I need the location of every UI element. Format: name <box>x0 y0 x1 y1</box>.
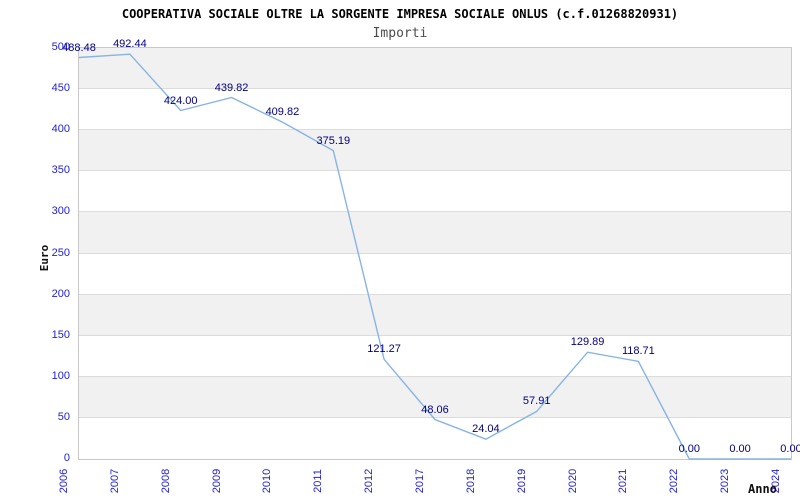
plot-area: 488.48 492.44 424.00 439.82 409.82 375.19 121.… <box>62 38 800 460</box>
gridline <box>79 375 791 377</box>
chart-title: COOPERATIVA SOCIALE OLTRE LA SORGENTE IM… <box>121 7 679 21</box>
gridline <box>79 88 791 90</box>
plot-band <box>79 376 791 418</box>
y-tick-label: 500 <box>51 41 70 53</box>
point-value-label: 375.19 <box>316 134 351 147</box>
point-value-label: 0.00 <box>729 443 751 455</box>
y-tick-label: 100 <box>51 369 70 382</box>
x-tick-label: 2008 <box>159 468 172 494</box>
plot-band <box>79 171 791 213</box>
plot-band <box>79 335 791 377</box>
plot-band <box>79 253 791 295</box>
x-tick-label: 2020 <box>566 468 579 494</box>
y-tick-label: 350 <box>51 164 70 177</box>
y-tick-label: 50 <box>57 410 70 423</box>
plot-band <box>79 417 791 459</box>
x-tick-label: 2022 <box>668 468 681 494</box>
plot-bands <box>79 48 791 459</box>
gridline <box>79 293 791 295</box>
y-tick-label: 400 <box>51 123 70 136</box>
plot-band <box>79 48 791 90</box>
point-value-label: 129.89 <box>570 336 605 349</box>
x-tick-label: 2009 <box>210 468 223 494</box>
plot-band <box>79 294 791 336</box>
y-tick-label: 250 <box>51 246 70 259</box>
point-value-label: 57.91 <box>522 395 551 408</box>
plot-band <box>79 130 791 172</box>
point-value-label: 118.71 <box>621 345 655 358</box>
point-value-label: 439.82 <box>214 81 249 94</box>
point-value-label: 121.27 <box>367 343 401 356</box>
gridline <box>79 211 791 213</box>
line-series-svg <box>78 53 791 460</box>
point-value-label: 0.00 <box>678 443 700 455</box>
point-value-label: 424.00 <box>163 94 198 107</box>
x-tick-label: 2010 <box>261 468 274 494</box>
x-tick-label: 2006 <box>58 468 70 494</box>
point-value-label: 24.04 <box>472 423 500 436</box>
x-tick-label: 2017 <box>414 468 426 494</box>
gridline <box>79 129 791 131</box>
point-value-label: 492.44 <box>113 38 147 51</box>
y-tick-label: 450 <box>51 82 70 95</box>
x-axis-label: Anno <box>748 482 777 496</box>
y-tick-label: 150 <box>51 328 70 341</box>
x-tick-label: 2011 <box>312 469 325 493</box>
point-value-label: 48.06 <box>421 403 449 416</box>
gridline <box>79 170 791 172</box>
x-tick-label: 2012 <box>363 468 376 494</box>
plot-band <box>79 212 791 254</box>
data-line <box>78 53 791 460</box>
y-tick-label: 200 <box>51 287 70 300</box>
x-tick-label: 2019 <box>515 468 528 494</box>
point-value-label: 0.00 <box>780 443 800 455</box>
chart-subtitle: Importi <box>372 26 428 41</box>
gridline <box>79 252 791 254</box>
gridline <box>79 334 791 336</box>
y-tick-label: 300 <box>51 205 70 218</box>
point-labels: 488.48 492.44 424.00 439.82 409.82 375.19 121.… <box>62 38 800 459</box>
point-value-label: 488.48 <box>62 41 96 54</box>
x-tick-label: 2007 <box>108 468 121 494</box>
y-tick-label: 0 <box>63 452 70 464</box>
plot-band <box>79 89 791 131</box>
x-tick-label: 2018 <box>464 468 477 494</box>
point-value-label: 409.82 <box>265 106 300 119</box>
x-tick-label: 2021 <box>617 468 630 494</box>
gridline <box>79 416 791 418</box>
